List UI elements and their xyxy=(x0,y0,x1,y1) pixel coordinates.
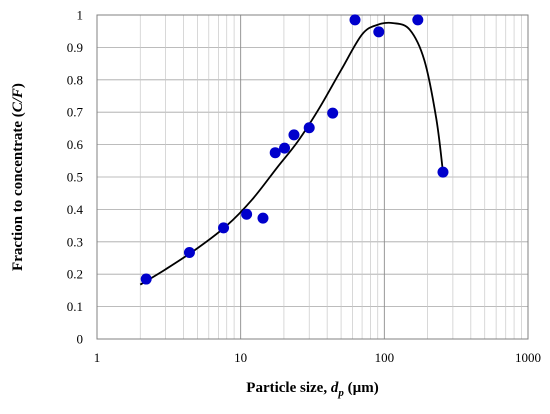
y-tick-label: 0.4 xyxy=(67,202,84,217)
y-axis-title: Fraction to concentrate (C/F) xyxy=(10,83,26,271)
y-tick-label: 0.5 xyxy=(67,170,83,185)
data-point xyxy=(373,26,385,38)
x-tick-labels: 1 10 100 1000 xyxy=(94,350,541,365)
y-tick-label: 0.3 xyxy=(67,234,83,249)
fit-curve-line xyxy=(139,21,444,286)
data-point xyxy=(349,14,361,26)
y-tick-label: 0.1 xyxy=(67,299,83,314)
data-points xyxy=(140,14,449,285)
grid xyxy=(96,14,528,340)
y-tick-label: 0.6 xyxy=(67,137,84,152)
y-tick-label: 0.9 xyxy=(67,40,83,55)
y-tick-label: 0.8 xyxy=(67,72,83,87)
x-tick-label: 1 xyxy=(94,350,101,365)
y-tick-labels: 0 0.1 0.2 0.3 0.4 0.5 0.6 0.7 0.8 0.9 1 xyxy=(67,8,84,347)
x-tick-label: 1000 xyxy=(515,350,541,365)
data-point xyxy=(140,273,152,285)
data-point xyxy=(303,122,315,134)
plot-area-frame xyxy=(96,14,529,340)
data-point xyxy=(412,14,424,26)
y-tick-label: 0.7 xyxy=(67,105,84,120)
data-point xyxy=(218,222,230,234)
x-axis-title: Particle size, dp (µm) xyxy=(246,380,378,399)
data-point xyxy=(183,246,195,258)
x-tick-label: 10 xyxy=(234,350,247,365)
data-point xyxy=(241,208,253,220)
fitted-curve xyxy=(139,21,444,286)
data-point xyxy=(257,212,269,224)
data-point xyxy=(327,107,339,119)
data-point xyxy=(279,142,291,154)
data-point xyxy=(437,166,449,178)
data-point xyxy=(269,147,281,159)
y-tick-label: 1 xyxy=(77,8,84,23)
x-tick-label: 100 xyxy=(375,350,395,365)
data-point xyxy=(288,129,300,141)
y-tick-label: 0 xyxy=(77,332,84,347)
y-tick-label: 0.2 xyxy=(67,267,83,282)
